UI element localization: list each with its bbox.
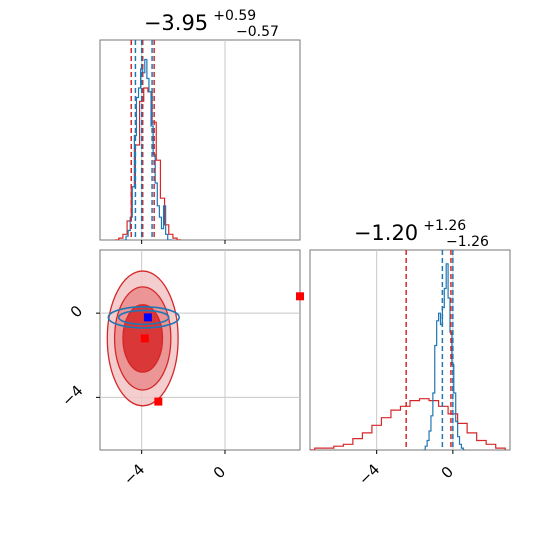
- marker-red: [154, 397, 163, 406]
- hist-p1: [310, 250, 506, 450]
- marker-layer: [140, 292, 304, 406]
- hist-p1-frame: [309, 249, 511, 451]
- title-p0: −3.95 +0.59: [144, 8, 256, 35]
- hist-p0-red: [114, 87, 182, 240]
- x0-tick-label: −4: [120, 460, 148, 488]
- x1-tick-label: −4: [355, 460, 383, 488]
- hist-p0-frame: [99, 39, 301, 241]
- y1-tick-label: −4: [58, 382, 86, 410]
- title-p0-lower: −0.57: [236, 24, 279, 40]
- scatter-frame: [99, 249, 301, 451]
- contour-blue-inner: [117, 309, 170, 326]
- title-p1: −1.20 +1.26: [354, 218, 466, 245]
- hist-p1-red: [310, 398, 506, 450]
- marker-blue: [143, 313, 152, 322]
- marker-red: [140, 334, 149, 343]
- y1-tick-label: 0: [67, 302, 86, 321]
- contour-blue-outer: [107, 306, 180, 329]
- hist-p0: [114, 40, 182, 240]
- hist-p0-blue: [123, 58, 172, 240]
- x0-tick-label: 0: [210, 463, 229, 482]
- title-p1-lower: −1.26: [446, 234, 489, 250]
- tick-marks: [96, 240, 454, 454]
- hist-p1-blue: [423, 263, 466, 450]
- marker-red: [296, 292, 304, 301]
- x1-tick-label: 0: [438, 463, 457, 482]
